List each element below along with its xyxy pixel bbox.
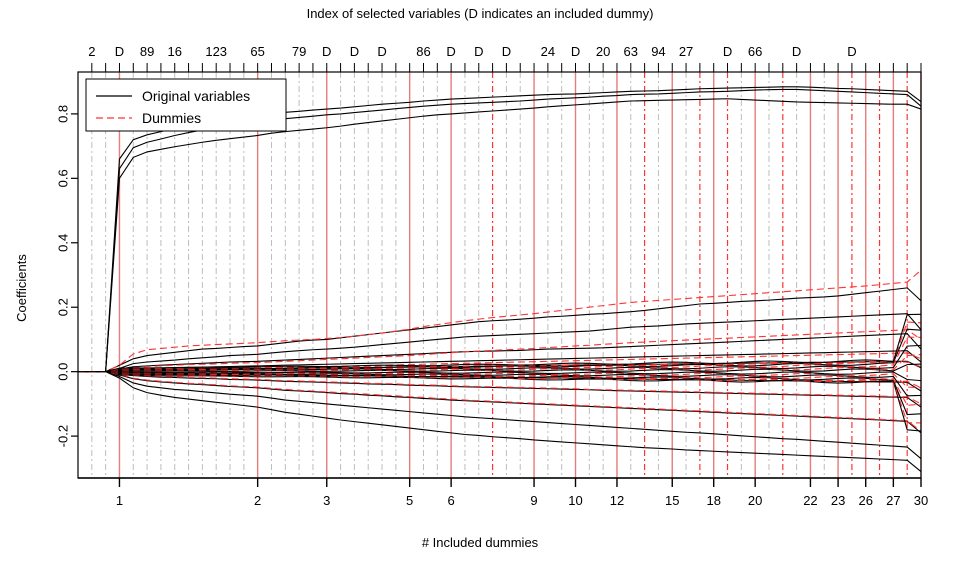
legend: Original variables Dummies <box>85 78 287 132</box>
x-axis-tick-label: 18 <box>706 493 720 508</box>
x-axis-tick-label: 12 <box>610 493 624 508</box>
x-axis-tick-label: 22 <box>803 493 817 508</box>
coefficient-path <box>78 287 922 373</box>
top-axis-tick-label: D <box>571 44 580 59</box>
top-axis-tick-label: 16 <box>168 44 182 59</box>
top-axis-tick-label: 24 <box>541 44 555 59</box>
y-axis-tick-label: 0.2 <box>55 298 70 316</box>
top-axis-tick-label: 20 <box>596 44 610 59</box>
coefficient-path <box>78 328 922 373</box>
coefficient-path <box>78 371 922 432</box>
legend-box <box>85 78 287 132</box>
top-axis-tick-label: D <box>446 44 455 59</box>
x-axis-tick-label: 2 <box>254 493 261 508</box>
top-axis-tick-label: D <box>350 44 359 59</box>
axis-ticks-and-labels: 0.80.60.40.20.0-0.22 D 89 16 123 65 79 D D D 86 D D D… <box>55 44 928 508</box>
top-axis-tick-label: D <box>792 44 801 59</box>
coefficient-path <box>78 329 922 373</box>
top-axis-tick-label: 2 <box>88 44 95 59</box>
coefficient-path <box>78 333 922 373</box>
top-axis-tick-label: 66 <box>748 44 762 59</box>
top-axis-tick-label: D <box>322 44 331 59</box>
y-axis-tick-label: 0.6 <box>55 169 70 187</box>
y-axis-tick-label: 0.8 <box>55 105 70 123</box>
x-axis-tick-label: 9 <box>530 493 537 508</box>
coefficient-path <box>78 336 922 373</box>
x-axis-tick-label: 30 <box>914 493 928 508</box>
coefficient-path <box>78 352 922 373</box>
coefficient-path <box>78 371 922 416</box>
plot-frame <box>77 71 922 479</box>
coefficient-path <box>78 371 922 397</box>
top-axis-tick-label: 79 <box>292 44 306 59</box>
coefficient-path <box>78 371 922 472</box>
top-axis-tick-label: 27 <box>679 44 693 59</box>
x-axis-tick-label: 1 <box>116 493 123 508</box>
coefficient-path <box>78 344 922 373</box>
top-axis-tick-label: D <box>847 44 856 59</box>
y-axis-tick-label: 0.0 <box>55 363 70 381</box>
top-axis-tick-label: 65 <box>250 44 264 59</box>
coefficient-path <box>78 98 922 373</box>
y-axis-tick-label: 0.4 <box>55 234 70 252</box>
x-axis-tick-label: 10 <box>568 493 582 508</box>
top-axis-tick-label: 123 <box>205 44 227 59</box>
top-axis-tick-label: 94 <box>651 44 665 59</box>
plot-border <box>77 71 922 479</box>
x-axis-tick-label: 5 <box>406 493 413 508</box>
coefficient-path <box>78 371 922 460</box>
coefficient-path <box>78 371 922 434</box>
legend-label: Original variables <box>142 88 250 104</box>
legend-label: Dummies <box>142 110 201 126</box>
coefficient-path <box>78 371 922 432</box>
coefficient-paths <box>78 86 922 472</box>
coefficient-path <box>78 361 922 373</box>
top-axis-tick-label: D <box>502 44 511 59</box>
x-axis-tick-label: 27 <box>886 493 900 508</box>
top-axis-tick-label: D <box>115 44 124 59</box>
y-axis-tick-label: -0.2 <box>55 425 70 447</box>
coefficient-path <box>78 88 922 373</box>
coefficient-path <box>78 353 922 373</box>
x-axis-tick-label: 20 <box>748 493 762 508</box>
vertical-gridlines <box>91 72 922 478</box>
top-axis-title: Index of selected variables (D indicates… <box>306 6 654 21</box>
x-axis-tick-label: 15 <box>665 493 679 508</box>
coefficient-path <box>78 371 922 405</box>
coefficient-path <box>78 269 922 373</box>
y-axis-title: Coefficients <box>14 254 29 322</box>
top-axis-tick-label: 63 <box>624 44 638 59</box>
x-axis-tick-label: 6 <box>448 493 455 508</box>
bottom-axis-title: # Included dummies <box>421 535 539 550</box>
coefficient-path <box>78 371 922 389</box>
coefficient-path <box>78 363 922 373</box>
coefficient-path <box>78 313 922 373</box>
coefficient-path <box>78 371 922 408</box>
top-axis-tick-label: 89 <box>140 44 154 59</box>
coefficient-path <box>78 313 922 373</box>
x-axis-tick-label: 3 <box>323 493 330 508</box>
top-axis-tick-label: D <box>474 44 483 59</box>
top-axis-tick-label: D <box>723 44 732 59</box>
top-axis-tick-label: 86 <box>416 44 430 59</box>
x-axis-tick-label: 26 <box>858 493 872 508</box>
top-axis-tick-label: D <box>377 44 386 59</box>
coefficient-path <box>78 321 922 373</box>
coefficient-path <box>78 371 922 406</box>
x-axis-tick-label: 23 <box>831 493 845 508</box>
coefficient-path <box>78 371 922 382</box>
